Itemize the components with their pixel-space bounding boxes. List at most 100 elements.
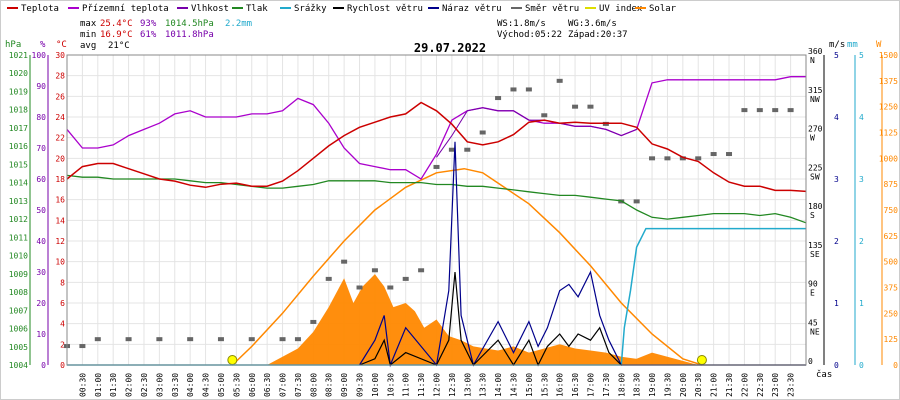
stats-max-label: max xyxy=(80,19,97,29)
tick-x-41: 21:00 xyxy=(710,373,719,397)
stats-sunrise: Východ:05:22 xyxy=(497,30,562,40)
wind-dir-point-17 xyxy=(418,268,425,273)
tick-temp-10: 20 xyxy=(55,154,65,163)
tick-pressure-0: 1004 xyxy=(9,361,28,370)
tick-x-35: 18:00 xyxy=(617,373,626,397)
tick-dir-label-2: E xyxy=(810,289,815,298)
tick-x-19: 10:00 xyxy=(371,373,380,397)
tick-temp-11: 22 xyxy=(55,134,65,143)
wind-dir-point-36 xyxy=(710,152,717,157)
wind-dir-point-26 xyxy=(556,78,563,83)
tick-x-3: 02:00 xyxy=(125,373,134,397)
stats-min-press: 1011.8hPa xyxy=(165,30,214,40)
tick-wind-4: 4 xyxy=(834,113,839,122)
wind-dir-point-13 xyxy=(356,285,363,290)
wind-dir-point-41 xyxy=(787,108,794,113)
tick-humidity-5: 50 xyxy=(36,206,46,215)
wind-dir-point-31 xyxy=(633,199,640,204)
tick-pressure-1: 1005 xyxy=(9,343,28,352)
wind-dir-point-32 xyxy=(649,156,656,161)
tick-rain-0: 0 xyxy=(859,361,864,370)
series-gust-line xyxy=(358,141,806,368)
tick-x-44: 22:30 xyxy=(756,373,765,397)
tick-pressure-16: 1020 xyxy=(9,69,28,78)
series-rain-line xyxy=(67,227,806,366)
tick-solar-12: 1500 xyxy=(879,51,898,60)
tick-x-37: 19:00 xyxy=(648,373,657,397)
tick-humidity-1: 10 xyxy=(36,330,46,339)
tick-temp-13: 26 xyxy=(55,92,65,101)
tick-pressure-12: 1016 xyxy=(9,142,28,151)
plot-frame xyxy=(66,54,807,366)
legend-label-7: Směr větru xyxy=(525,4,579,14)
tick-x-22: 11:30 xyxy=(417,373,426,397)
tick-pressure-14: 1018 xyxy=(9,106,28,115)
tick-dir-3: 135 xyxy=(808,241,823,250)
tick-dir-label-3: SE xyxy=(810,250,820,259)
tick-pressure-4: 1008 xyxy=(9,288,28,297)
tick-temp-9: 18 xyxy=(55,175,65,184)
tick-solar-3: 375 xyxy=(884,284,899,293)
legend-label-2: Vlhkost xyxy=(191,4,229,14)
wind-dir-point-15 xyxy=(387,285,394,290)
tick-temp-8: 16 xyxy=(55,196,65,205)
tick-x-20: 10:30 xyxy=(386,373,395,397)
tick-dir-7: 315 xyxy=(808,86,823,95)
tick-dir-label-4: S xyxy=(810,211,815,220)
tick-x-10: 05:30 xyxy=(232,373,241,397)
tick-x-36: 18:30 xyxy=(633,373,642,397)
stats-min-hum: 61% xyxy=(140,30,157,40)
wind-dir-point-14 xyxy=(371,268,378,273)
tick-humidity-6: 60 xyxy=(36,175,46,184)
tick-temp-6: 12 xyxy=(55,237,65,246)
wind-dir-point-9 xyxy=(294,337,301,342)
tick-temp-7: 14 xyxy=(55,216,65,225)
wind-dir-point-21 xyxy=(479,130,486,135)
axis-unit-ms: m/s xyxy=(829,40,845,50)
axis-unit-degc: °C xyxy=(56,40,67,50)
wind-dir-point-11 xyxy=(325,276,332,281)
stats-min-label: min xyxy=(80,30,96,40)
wind-dir-point-8 xyxy=(279,337,286,342)
tick-temp-0: 0 xyxy=(60,361,65,370)
tick-humidity-3: 30 xyxy=(36,268,46,277)
tick-x-4: 02:30 xyxy=(140,373,149,397)
legend: Teplota Přízemní teplota Vlhkost Tlak Srážky… xyxy=(7,4,677,14)
tick-pressure-7: 1011 xyxy=(9,233,28,242)
tick-x-16: 08:30 xyxy=(325,373,334,397)
wind-dir-point-27 xyxy=(572,104,579,109)
wind-dir-point-10 xyxy=(310,319,317,324)
wind-dir-point-7 xyxy=(248,337,255,342)
tick-x-8: 04:30 xyxy=(202,373,211,397)
tick-x-14: 07:30 xyxy=(294,373,303,397)
wind-dir-point-37 xyxy=(726,152,733,157)
tick-x-28: 14:30 xyxy=(509,373,518,397)
tick-solar-9: 1125 xyxy=(879,129,898,138)
tick-temp-12: 24 xyxy=(55,113,65,122)
tick-temp-1: 2 xyxy=(60,340,65,349)
tick-solar-1: 125 xyxy=(884,335,899,344)
tick-solar-5: 625 xyxy=(884,232,899,241)
tick-dir-2: 90 xyxy=(808,280,818,289)
tick-pressure-9: 1013 xyxy=(9,197,28,206)
legend-label-9: Solar xyxy=(649,4,677,14)
wind-dir-point-6 xyxy=(217,337,224,342)
tick-x-5: 03:00 xyxy=(155,373,164,397)
stats-block: max 25.4°C 93% 1014.5hPa 2.2mm min 16.9°C 61% 10… xyxy=(80,19,628,51)
tick-dir-4: 180 xyxy=(808,202,823,211)
wind-dir-point-39 xyxy=(756,108,763,113)
tick-x-29: 15:00 xyxy=(525,373,534,397)
wind-dir-point-1 xyxy=(79,344,86,349)
tick-temp-4: 8 xyxy=(60,278,65,287)
tick-solar-4: 500 xyxy=(884,258,899,267)
tick-wind-3: 3 xyxy=(834,175,839,184)
legend-label-6: Náraz větru xyxy=(442,4,502,14)
stats-min-temp: 16.9°C xyxy=(100,30,133,40)
stats-max-press: 1014.5hPa xyxy=(165,19,214,29)
tick-x-2: 01:30 xyxy=(109,373,118,397)
stats-avg-label: avg xyxy=(80,41,96,51)
tick-x-40: 20:30 xyxy=(694,373,703,397)
tick-dir-label-7: NW xyxy=(810,95,820,104)
